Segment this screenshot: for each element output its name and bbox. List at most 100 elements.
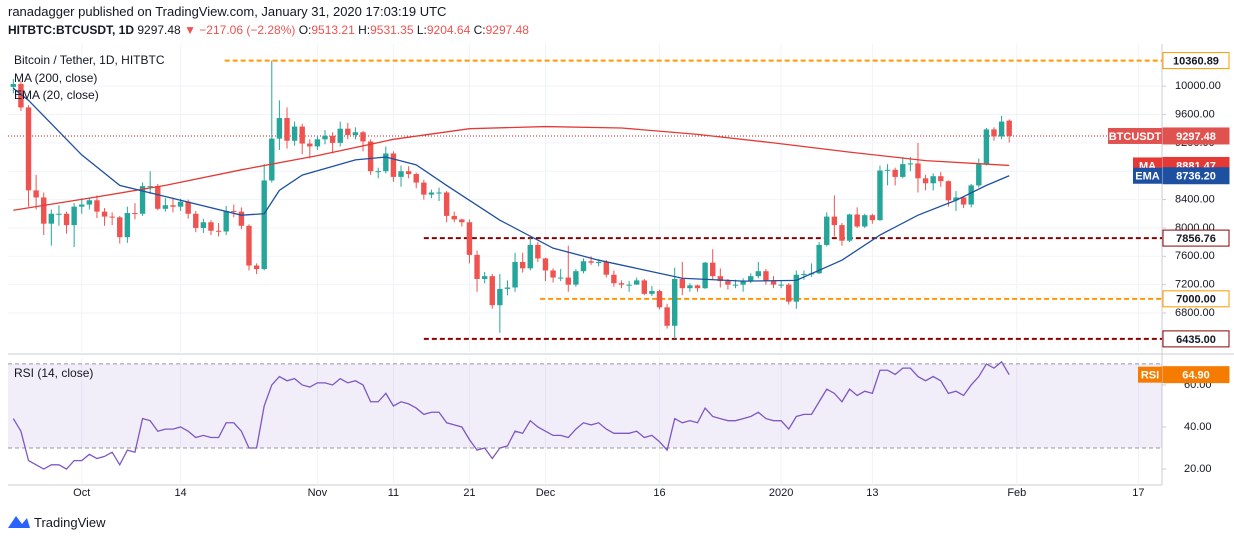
axis-label-value: 7000.00 [1176, 294, 1216, 306]
candle-body [284, 118, 290, 141]
candle-body [778, 284, 784, 286]
legend-entry: EMA (20, close) [14, 88, 99, 102]
candle-body [527, 244, 533, 269]
candle-body [421, 182, 427, 195]
candle-body [94, 200, 100, 212]
candle-body [565, 277, 571, 285]
candle-body [679, 278, 686, 289]
candle-body [345, 128, 351, 136]
axis-label-value: 9297.48 [1176, 131, 1216, 143]
candle-body [1006, 120, 1012, 136]
candle-body [877, 170, 883, 221]
candle-body [626, 284, 632, 286]
candle-body [717, 276, 724, 282]
candle-body [907, 163, 914, 165]
candle-body [535, 244, 541, 259]
x-tick-label: Feb [1007, 487, 1026, 499]
candle-body [687, 285, 693, 289]
candle-body [930, 176, 936, 184]
candle-body [459, 219, 465, 223]
candle-body [25, 107, 32, 191]
candle-body [329, 135, 336, 143]
candle-body [816, 244, 822, 274]
candle-body [672, 278, 678, 326]
candle-body [185, 201, 191, 214]
axis-tag-box [1133, 167, 1162, 184]
axis-tag: RSI [1141, 370, 1159, 382]
candle-body [618, 283, 625, 285]
axis-label-box [1162, 52, 1230, 70]
candle-body [664, 307, 670, 326]
plot [8, 44, 1162, 485]
candle-body [322, 135, 328, 140]
indicator-line [12, 87, 1010, 282]
ohlc-prefix: C: [473, 23, 486, 37]
axis-label-box [1162, 167, 1230, 185]
candle-body [246, 225, 252, 266]
candle-body [413, 174, 419, 183]
y-tick-label: 40.00 [1184, 421, 1212, 433]
candle-body [611, 274, 617, 284]
x-tick-label: 16 [653, 487, 665, 499]
candle-body [223, 210, 229, 232]
candle-body [884, 169, 891, 171]
axis-tag: BTCUSDT [1109, 131, 1162, 143]
candle-body [117, 217, 123, 238]
candle-body [770, 281, 777, 285]
y-tick-label: 10000.00 [1175, 80, 1221, 92]
change: ▼ −217.06 (−2.28%) [184, 23, 296, 37]
candle-body [367, 141, 374, 172]
y-tick-label: 8400.00 [1175, 193, 1215, 205]
symbol-line: HITBTC:BTCUSDT, 1D 9297.48 ▼ −217.06 (−2… [8, 23, 529, 37]
candle-body [991, 129, 997, 137]
candle-body [862, 215, 868, 227]
candle-body [307, 143, 313, 147]
last-price: 9297.48 [137, 23, 181, 37]
candle-body [436, 192, 442, 194]
candle-body [63, 213, 70, 226]
candle-body [550, 270, 556, 278]
candle-body [846, 214, 853, 241]
candle-body [383, 153, 389, 172]
candle-body [466, 222, 473, 255]
candle-body [193, 213, 199, 228]
candle-body [314, 139, 321, 147]
candle-body [869, 215, 876, 221]
candle-body [968, 185, 974, 205]
candle-body [922, 178, 929, 184]
candle-body [839, 225, 845, 241]
axis-label-box [1162, 229, 1230, 247]
y-tick-label: 20.00 [1184, 463, 1212, 475]
candle-body [656, 291, 663, 308]
candle-body [998, 121, 1005, 137]
y-tick-label: 7600.00 [1175, 250, 1215, 262]
axis-label-box [1162, 290, 1230, 308]
candle-body [474, 254, 480, 279]
candle-body [892, 169, 898, 177]
ohlc-close: 9297.48 [485, 23, 529, 37]
candle-body [854, 214, 860, 227]
candle-body [763, 271, 769, 282]
candle-body [710, 262, 716, 277]
candle-body [109, 216, 115, 218]
candle-body [48, 213, 55, 224]
candle-body [231, 210, 237, 212]
candle-body [238, 211, 245, 226]
candle-body [360, 132, 366, 142]
candle-body [588, 261, 594, 263]
candle-body [215, 230, 222, 232]
candle-body [595, 261, 602, 263]
candle-body [405, 171, 412, 175]
axis-label-box [1162, 330, 1230, 348]
candle-body [732, 284, 739, 286]
candle-body [132, 213, 138, 215]
ohlc-prefix: O: [298, 23, 312, 37]
indicator-line [13, 125, 1010, 211]
axis-label-value: 64.90 [1182, 370, 1210, 382]
candle-body [603, 261, 609, 275]
candle-body [976, 164, 982, 186]
candle-body [801, 274, 807, 276]
x-tick-label: 2020 [769, 487, 793, 499]
